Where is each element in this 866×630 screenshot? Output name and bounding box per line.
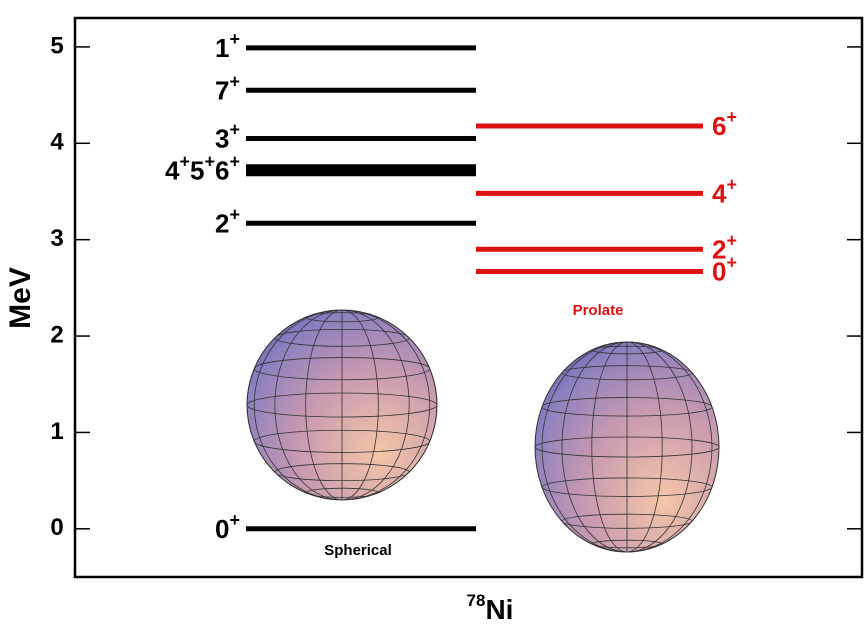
y-tick-label: 3	[50, 225, 63, 252]
series-name: Spherical	[324, 542, 392, 559]
y-axis-label: MeV	[4, 267, 37, 329]
y-tick-label: 1	[50, 418, 63, 445]
x-label-mass: 78	[467, 591, 486, 610]
chart: MeV 78Ni 0 1 2 3 4 5 Spherical 0+ 2+ 4+5+6+3+ 7+ 1+…	[0, 0, 866, 630]
level-label: 4+	[712, 174, 737, 208]
level-label: 2+	[215, 204, 240, 238]
y-tick-label: 2	[50, 321, 63, 348]
y-tick-label: 4	[50, 129, 64, 156]
y-tick-label: 5	[50, 32, 63, 59]
level-label: 7+	[215, 71, 240, 105]
series-name: Prolate	[573, 302, 624, 319]
level-label: 4+5+6+	[165, 151, 240, 185]
x-label-element: Ni	[485, 594, 513, 625]
y-tick-label: 0	[50, 514, 63, 541]
level-label: 6+	[712, 107, 737, 141]
level-label: 1+	[215, 29, 240, 63]
level-label: 3+	[215, 119, 240, 153]
plot-frame	[75, 18, 862, 577]
level-label: 0+	[215, 510, 240, 544]
x-axis-label: 78Ni	[467, 591, 514, 625]
